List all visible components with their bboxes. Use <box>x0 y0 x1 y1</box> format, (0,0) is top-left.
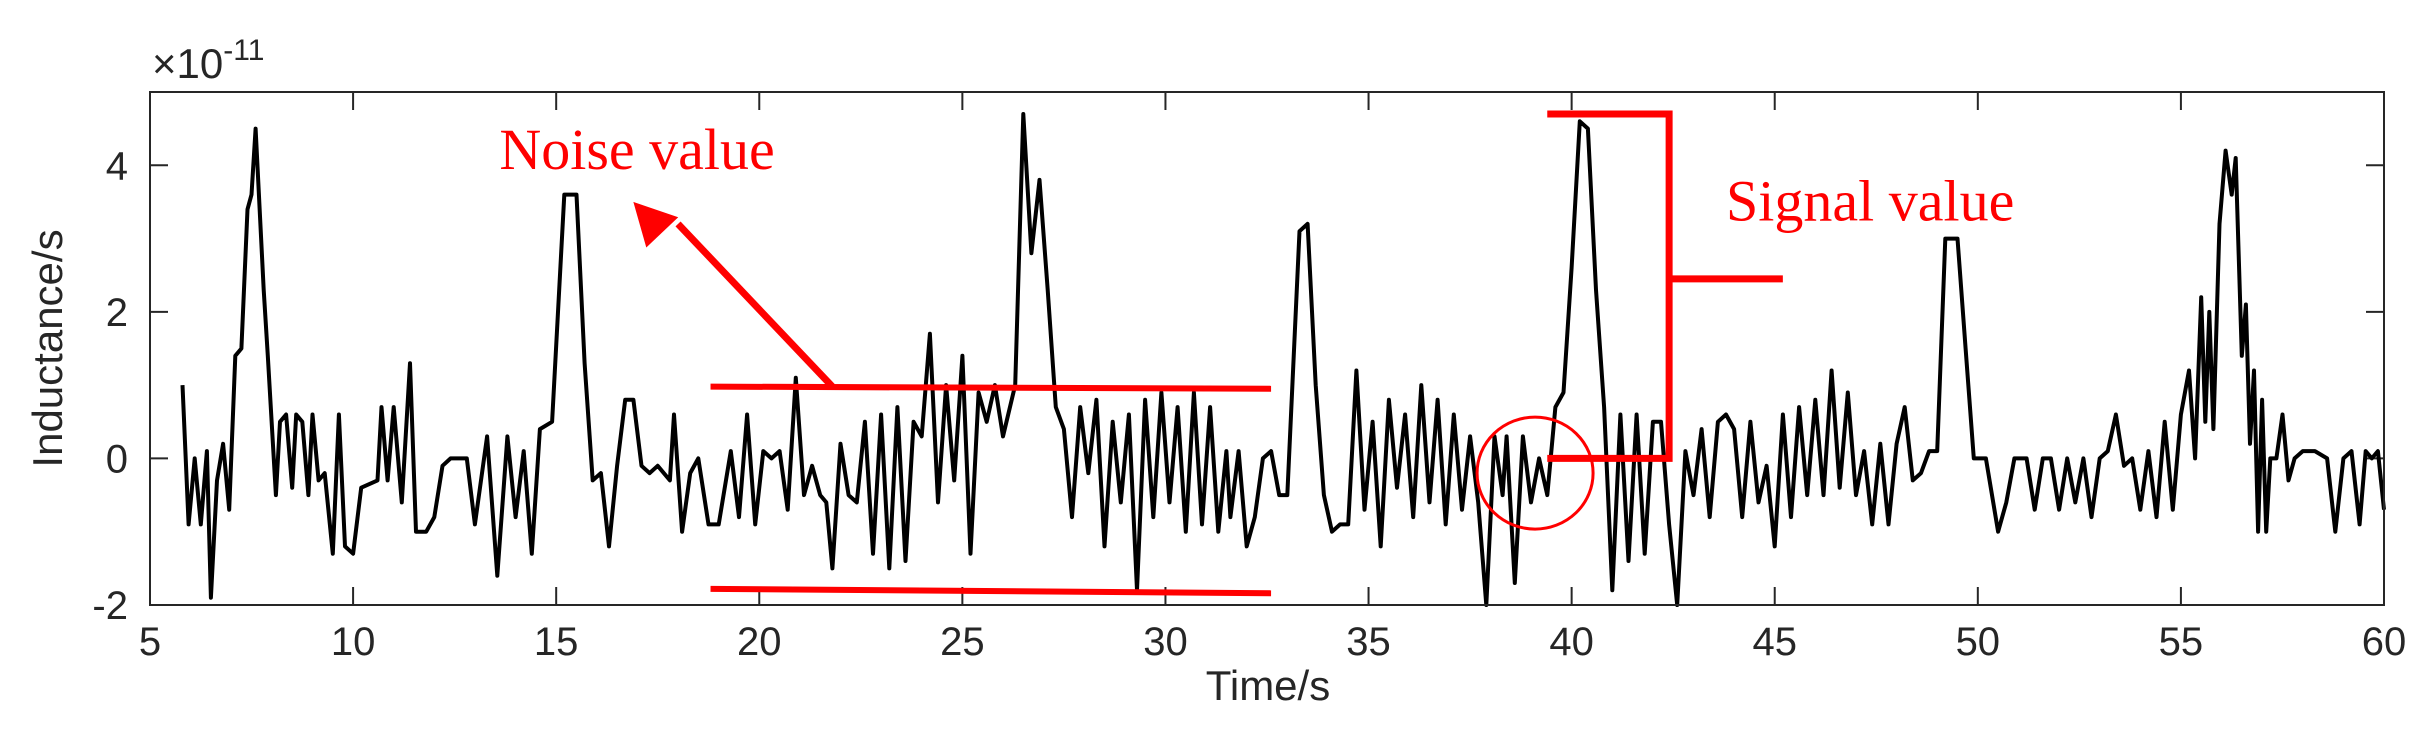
x-tick-label: 10 <box>331 620 376 664</box>
x-tick-label: 35 <box>1346 620 1391 664</box>
y-tick-label: 0 <box>106 437 128 481</box>
y-tick-label: 2 <box>106 291 128 335</box>
y-axis-title: Inductance/s <box>24 229 71 467</box>
highlight-circle <box>1475 415 1595 531</box>
x-tick-label: 40 <box>1549 620 1594 664</box>
y-axis-exponent-base: ×10 <box>152 40 223 87</box>
y-tick-label: 4 <box>106 144 128 188</box>
x-tick-label: 45 <box>1752 620 1797 664</box>
y-axis-exponent-power: -11 <box>223 34 264 67</box>
series-line-inductance <box>180 112 2386 607</box>
plot-area-frame <box>149 91 2385 606</box>
noise-arrow-head <box>633 201 679 248</box>
annotations: Noise value Signal value <box>499 110 2014 597</box>
noise-upper-bound-line <box>710 383 1272 392</box>
signal-value-label: Signal value <box>1726 168 2014 233</box>
x-tick-label: 50 <box>1956 620 2001 664</box>
tick-labels: 5 10 15 20 25 30 35 40 45 50 55 60 -2 0 2 4 <box>92 144 2406 664</box>
noise-arrow <box>675 221 835 390</box>
tick-marks <box>149 92 2385 606</box>
x-axis-title: Time/s <box>1206 662 1330 709</box>
y-axis-exponent-label: ×10-11 <box>152 34 264 87</box>
x-tick-label: 25 <box>940 620 985 664</box>
x-tick-label: 15 <box>534 620 579 664</box>
x-tick-label: 20 <box>737 620 782 664</box>
signal-bracket <box>1547 110 1673 462</box>
y-tick-label: -2 <box>92 584 128 628</box>
noise-lower-bound-line <box>710 585 1272 597</box>
x-tick-label: 60 <box>2362 620 2407 664</box>
x-tick-label: 30 <box>1143 620 1188 664</box>
x-tick-label: 5 <box>139 620 161 664</box>
noise-value-label: Noise value <box>499 117 774 182</box>
x-tick-label: 55 <box>2159 620 2204 664</box>
